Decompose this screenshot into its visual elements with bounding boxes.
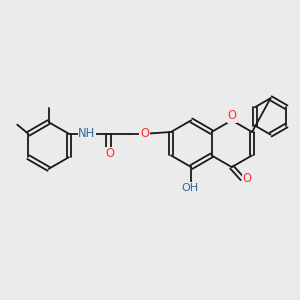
Text: NH: NH bbox=[78, 127, 95, 140]
Text: O: O bbox=[106, 147, 115, 161]
Text: O: O bbox=[242, 172, 251, 185]
Text: O: O bbox=[227, 109, 236, 122]
Text: O: O bbox=[140, 127, 149, 140]
Text: OH: OH bbox=[181, 183, 198, 193]
